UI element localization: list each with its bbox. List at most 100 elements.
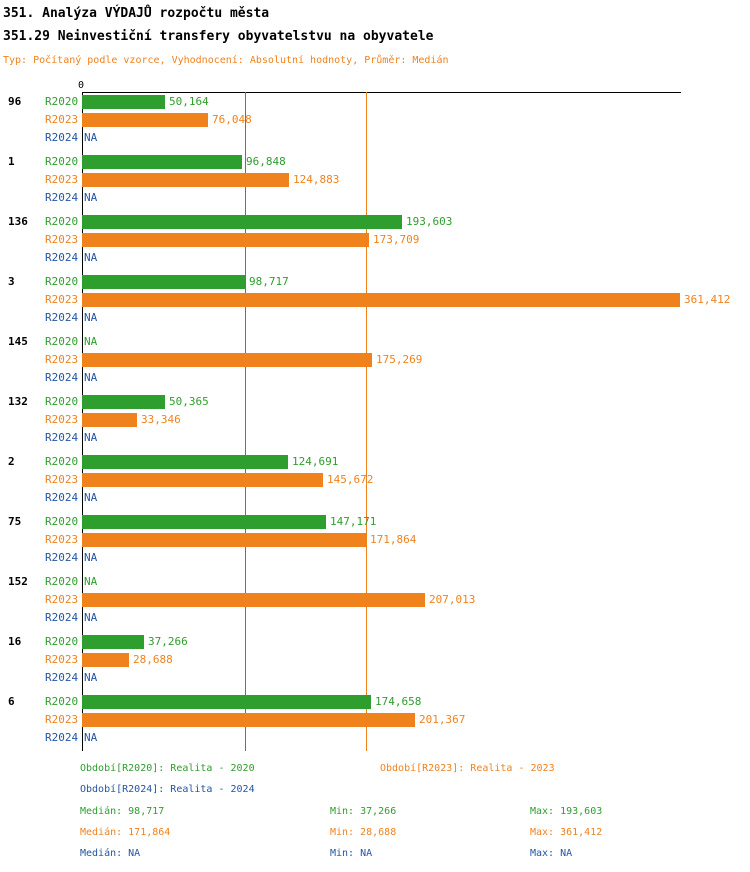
bar-zone: NA	[82, 609, 750, 627]
bar-zone: 37,266	[82, 633, 750, 651]
series-label: R2023	[45, 293, 79, 306]
bar-r2023	[82, 532, 366, 547]
chart-row: 6 R2020 174,658	[0, 693, 750, 711]
bar-r2023	[82, 592, 425, 607]
stat-min-r2020: Min: 37,266	[330, 805, 397, 817]
bar-value-label: 147,171	[330, 514, 377, 528]
legend-item-r2023: Období[R2023]: Realita - 2023	[380, 762, 555, 774]
chart-group-1: 1 R2020 96,848 R2023 124,883 R2024 NA	[0, 153, 750, 207]
chart-group-3: 3 R2020 98,717 R2023 361,412 R2024 NA	[0, 273, 750, 327]
na-label: NA	[84, 670, 98, 684]
bar-value-label: 96,848	[246, 154, 286, 168]
chart-group-152: 152 R2020 NA R2023 207,013 R2024 NA	[0, 573, 750, 627]
series-label: R2020	[45, 395, 79, 408]
chart-row: 3 R2020 98,717	[0, 273, 750, 291]
chart-group-6: 6 R2020 174,658 R2023 201,367 R2024 NA	[0, 693, 750, 747]
bar-value-label: 33,346	[141, 412, 181, 426]
series-label: R2023	[45, 713, 79, 726]
chart-row: 75 R2020 147,171	[0, 513, 750, 531]
bar-zone: NA	[82, 249, 750, 267]
plot-area: 96 R2020 50,164 R2023 76,048 R2024 NA 1 R2020 96,…	[0, 91, 750, 751]
chart-row: 2 R2020 124,691	[0, 453, 750, 471]
series-label: R2024	[45, 311, 79, 324]
series-label: R2024	[45, 491, 79, 504]
bar-value-label: 50,164	[169, 94, 209, 108]
series-label: R2023	[45, 593, 79, 606]
chart-group-2: 2 R2020 124,691 R2023 145,672 R2024 NA	[0, 453, 750, 507]
bar-value-label: 124,883	[293, 172, 340, 186]
chart-row: R2024 NA	[0, 669, 750, 687]
gridline-median-2023	[366, 91, 367, 751]
na-label: NA	[84, 130, 98, 144]
bar-value-label: 50,365	[169, 394, 209, 408]
bar-r2023	[82, 172, 289, 187]
bar-zone: 174,658	[82, 693, 750, 711]
chart-row: 1 R2020 96,848	[0, 153, 750, 171]
series-label: R2024	[45, 431, 79, 444]
bar-zone: 145,672	[82, 471, 750, 489]
bar-r2023	[82, 472, 323, 487]
bar-zone: 96,848	[82, 153, 750, 171]
gridline-median-2020	[245, 91, 246, 751]
chart-row: R2024 NA	[0, 729, 750, 747]
series-label: R2020	[45, 215, 79, 228]
bar-r2020	[82, 154, 242, 169]
chart-row: R2023 175,269	[0, 351, 750, 369]
na-label: NA	[84, 250, 98, 264]
bar-r2023	[82, 292, 680, 307]
series-label: R2024	[45, 131, 79, 144]
x-axis-line	[82, 91, 681, 93]
bar-r2023	[82, 112, 208, 127]
na-label: NA	[84, 490, 98, 504]
bar-value-label: 145,672	[327, 472, 374, 486]
bar-value-label: 361,412	[684, 292, 731, 306]
bar-zone: NA	[82, 129, 750, 147]
na-label: NA	[84, 310, 98, 324]
stat-max-r2020: Max: 193,603	[530, 805, 603, 817]
na-label: NA	[84, 190, 98, 204]
chart-row: R2023 33,346	[0, 411, 750, 429]
chart-row: R2024 NA	[0, 549, 750, 567]
series-label: R2024	[45, 731, 79, 744]
chart-row: 16 R2020 37,266	[0, 633, 750, 651]
series-label: R2024	[45, 371, 79, 384]
series-label: R2020	[45, 635, 79, 648]
series-label: R2023	[45, 173, 79, 186]
na-label: NA	[84, 334, 98, 348]
chart-row: R2024 NA	[0, 489, 750, 507]
na-label: NA	[84, 370, 98, 384]
chart-row: R2024 NA	[0, 249, 750, 267]
bar-zone: 171,864	[82, 531, 750, 549]
chart-group-16: 16 R2020 37,266 R2023 28,688 R2024 NA	[0, 633, 750, 687]
chart-row: R2024 NA	[0, 609, 750, 627]
bar-value-label: 173,709	[373, 232, 420, 246]
bar-value-label: 201,367	[419, 712, 466, 726]
legend-item-r2024: Období[R2024]: Realita - 2024	[80, 783, 255, 795]
bar-zone: 201,367	[82, 711, 750, 729]
chart-row: R2024 NA	[0, 309, 750, 327]
bar-zone: 50,365	[82, 393, 750, 411]
na-label: NA	[84, 550, 98, 564]
series-label: R2024	[45, 251, 79, 264]
chart-meta: Typ: Počítaný podle vzorce, Vyhodnocení:…	[3, 54, 449, 66]
bar-zone: NA	[82, 369, 750, 387]
group-label: 16	[8, 635, 22, 648]
series-label: R2020	[45, 575, 79, 588]
stat-median-r2024: Medián: NA	[80, 847, 141, 859]
series-label: R2023	[45, 353, 79, 366]
group-label: 75	[8, 515, 22, 528]
bar-value-label: 28,688	[133, 652, 173, 666]
chart-footer: Období[R2020]: Realita - 2020 Období[R20…	[0, 763, 750, 863]
legend-item-r2020: Období[R2020]: Realita - 2020	[80, 762, 255, 774]
group-label: 2	[8, 455, 15, 468]
stat-max-r2023: Max: 361,412	[530, 826, 603, 838]
bar-zone: 193,603	[82, 213, 750, 231]
bar-value-label: 175,269	[376, 352, 423, 366]
chart-groups: 96 R2020 50,164 R2023 76,048 R2024 NA 1 R2020 96,…	[0, 93, 750, 747]
chart-row: R2023 361,412	[0, 291, 750, 309]
chart-row: R2023 145,672	[0, 471, 750, 489]
series-label: R2020	[45, 275, 79, 288]
bar-zone: NA	[82, 309, 750, 327]
series-label: R2024	[45, 671, 79, 684]
